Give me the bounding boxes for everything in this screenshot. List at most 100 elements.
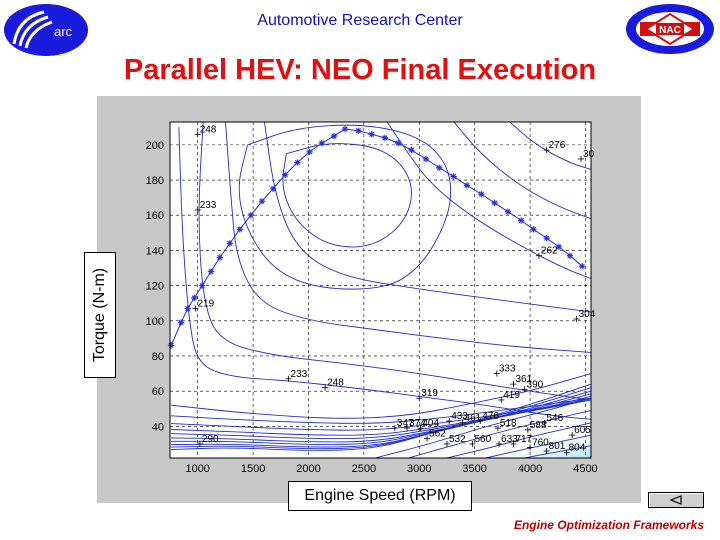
star-stroke [382, 135, 388, 141]
contour-line [282, 143, 412, 248]
contour-line [225, 122, 591, 353]
y-tick-label: 140 [146, 245, 164, 257]
series-point [422, 155, 430, 163]
contour-line [453, 122, 591, 220]
star-stroke [217, 254, 223, 261]
contour-line [171, 397, 591, 424]
series-point [566, 252, 574, 259]
series-point [191, 294, 198, 302]
contour-label: 276 [549, 140, 566, 151]
series-point [555, 243, 563, 251]
series-point [198, 282, 206, 289]
contour-label: 361 [515, 374, 532, 385]
star-stroke [505, 209, 511, 215]
contour-line [171, 383, 591, 451]
series-point [478, 190, 485, 198]
x-tick-label: 2500 [352, 463, 376, 475]
star-stroke [408, 147, 415, 153]
star-stroke [191, 295, 198, 301]
contour-label: 804 [569, 443, 586, 454]
contour-line [238, 124, 452, 290]
star-stroke [567, 253, 573, 259]
arc-logo-text: arc [54, 24, 73, 39]
contour-label: 476 [482, 411, 499, 422]
contour-label: 390 [527, 379, 544, 390]
contour-label: 262 [541, 246, 558, 257]
star-stroke [544, 235, 550, 241]
series-point [177, 319, 185, 326]
contour-label: 633 [501, 434, 518, 445]
left-triangle-icon [669, 495, 682, 505]
contour-label: 433 [451, 411, 468, 422]
contour-line [509, 122, 591, 170]
star-stroke [227, 240, 233, 247]
slide-title: Parallel HEV: NEO Final Execution [123, 54, 597, 86]
y-tick-label: 120 [146, 281, 164, 293]
series-point [450, 173, 457, 180]
y-axis-label-box: Torque (N-m) [84, 252, 116, 378]
star-stroke [579, 263, 585, 269]
series-point [167, 342, 175, 349]
contour-line [408, 410, 591, 458]
contour-line [374, 397, 591, 458]
star-stroke [436, 165, 442, 171]
star-stroke [282, 172, 288, 178]
contour-label: 588 [530, 420, 547, 431]
contour-label: 801 [549, 441, 566, 452]
back-button[interactable] [648, 492, 704, 508]
contour-label: 560 [474, 434, 491, 445]
x-tick-label: 4500 [573, 463, 597, 475]
contour-line [198, 122, 591, 401]
star-stroke [294, 159, 301, 166]
series-point [282, 171, 289, 178]
x-tick-label: 1000 [185, 463, 209, 475]
plot-area [170, 122, 591, 458]
series-point [184, 305, 191, 312]
y-tick-label: 60 [152, 386, 164, 398]
series-point [258, 197, 266, 205]
contour-line [263, 122, 591, 313]
contour-label: 605 [574, 425, 591, 436]
contour-label: 404 [422, 418, 439, 429]
contour-line [178, 127, 591, 420]
x-tick-label: 4000 [518, 463, 542, 475]
plot-frame [169, 121, 592, 459]
series-point [236, 226, 243, 233]
colormap-patch [431, 410, 591, 458]
contour-label: 290 [202, 434, 219, 445]
series-point [306, 148, 313, 156]
contour-label: 304 [579, 309, 596, 320]
series-point [491, 199, 498, 207]
contour-line [386, 122, 591, 279]
contour-line [485, 434, 591, 458]
contour-label: 347 [397, 418, 414, 429]
series-point [395, 139, 402, 147]
series-point [463, 182, 471, 189]
series-point [368, 131, 375, 138]
star-stroke [478, 191, 484, 197]
star-stroke [237, 226, 243, 232]
series-point [341, 125, 349, 133]
y-tick-label: 80 [152, 351, 164, 363]
star-stroke [185, 305, 191, 312]
series-point [518, 217, 525, 224]
star-stroke [355, 128, 361, 134]
star-stroke [518, 217, 524, 224]
star-stroke [530, 226, 537, 232]
star-stroke [369, 131, 375, 137]
x-tick-label: 2000 [296, 463, 320, 475]
series-point [578, 263, 586, 270]
x-axis-label: Engine Speed (RPM) [288, 481, 472, 511]
star-stroke [450, 173, 457, 180]
series-point [381, 134, 389, 142]
contour-line [171, 393, 591, 445]
y-tick-label: 100 [146, 316, 164, 328]
series-point [226, 240, 234, 247]
series-point [504, 208, 512, 215]
series-point [207, 268, 215, 275]
contour-label: 30 [583, 149, 595, 160]
star-stroke [319, 140, 325, 146]
nac-logo-text: NAC [659, 25, 681, 36]
contour-label: 319 [421, 388, 438, 399]
star-stroke [306, 149, 313, 155]
